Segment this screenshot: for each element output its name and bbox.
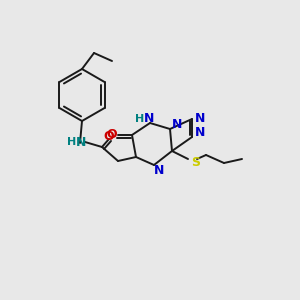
Text: H: H	[135, 114, 145, 124]
Text: N: N	[154, 164, 164, 176]
Text: N: N	[195, 127, 205, 140]
Text: H: H	[68, 137, 76, 147]
Text: N: N	[144, 112, 154, 125]
Text: S: S	[191, 157, 200, 169]
Text: N: N	[76, 136, 86, 148]
Text: N: N	[172, 118, 182, 131]
Text: N: N	[195, 112, 205, 125]
Text: O: O	[104, 130, 114, 142]
Text: O: O	[107, 128, 117, 142]
